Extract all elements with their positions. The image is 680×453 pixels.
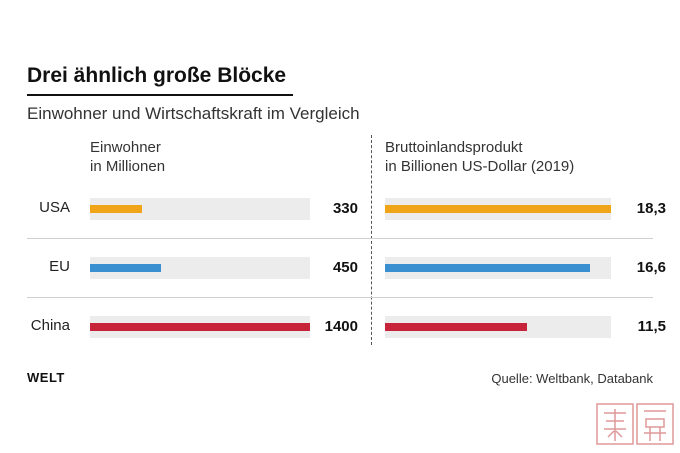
population-bar-china bbox=[90, 323, 310, 331]
population-value-eu: 450 bbox=[332, 259, 358, 276]
gdp-bar-china bbox=[385, 323, 527, 331]
row-separator bbox=[27, 238, 653, 239]
gdp-track-eu bbox=[385, 257, 611, 279]
population-track-eu bbox=[90, 257, 310, 279]
row-label-china: China bbox=[30, 317, 70, 334]
population-bar-eu bbox=[90, 264, 161, 272]
gdp-bar-usa bbox=[385, 205, 611, 213]
gdp-value-usa: 18,3 bbox=[636, 200, 666, 217]
row-label-eu: EU bbox=[49, 258, 70, 275]
watermark-stamp-icon bbox=[596, 403, 676, 452]
gdp-track-china bbox=[385, 316, 611, 338]
row-separator bbox=[27, 297, 653, 298]
title-underline bbox=[27, 94, 293, 96]
population-header-line1: Einwohner bbox=[90, 139, 161, 156]
chart-subtitle: Einwohner und Wirtschaftskraft im Vergle… bbox=[27, 104, 360, 123]
population-bar-usa bbox=[90, 205, 142, 213]
population-panel-header: Einwohner in Millionen bbox=[90, 138, 165, 176]
gdp-value-eu: 16,6 bbox=[636, 259, 666, 276]
population-track-usa bbox=[90, 198, 310, 220]
panel-divider bbox=[371, 135, 372, 345]
row-label-usa: USA bbox=[39, 199, 70, 216]
gdp-header-line2: in Billionen US-Dollar (2019) bbox=[385, 158, 575, 175]
gdp-value-china: 11,5 bbox=[637, 318, 666, 335]
gdp-header-line1: Bruttoinlandsprodukt bbox=[385, 139, 523, 156]
population-value-usa: 330 bbox=[332, 200, 358, 217]
gdp-panel-header: Bruttoinlandsprodukt in Billionen US-Dol… bbox=[385, 138, 574, 176]
source-note: Quelle: Weltbank, Databank bbox=[491, 371, 653, 386]
population-value-china: 1400 bbox=[324, 318, 358, 335]
publisher-logo: WELT bbox=[27, 370, 65, 385]
gdp-bar-eu bbox=[385, 264, 590, 272]
chart-title: Drei ähnlich große Blöcke bbox=[27, 64, 287, 87]
population-header-line2: in Millionen bbox=[90, 158, 166, 175]
gdp-track-usa bbox=[385, 198, 611, 220]
population-track-china bbox=[90, 316, 310, 338]
